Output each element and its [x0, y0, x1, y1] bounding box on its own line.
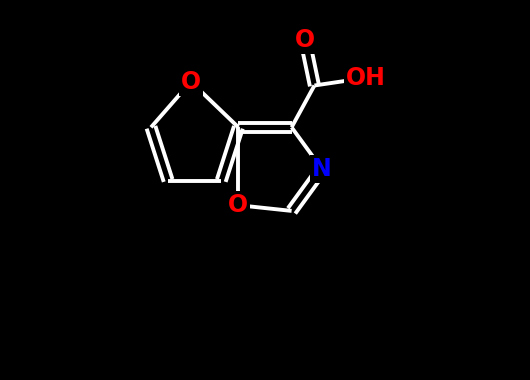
Text: O: O	[181, 70, 201, 94]
Text: N: N	[312, 157, 332, 181]
Text: O: O	[295, 28, 315, 52]
Text: O: O	[228, 193, 249, 217]
Text: OH: OH	[346, 66, 386, 90]
